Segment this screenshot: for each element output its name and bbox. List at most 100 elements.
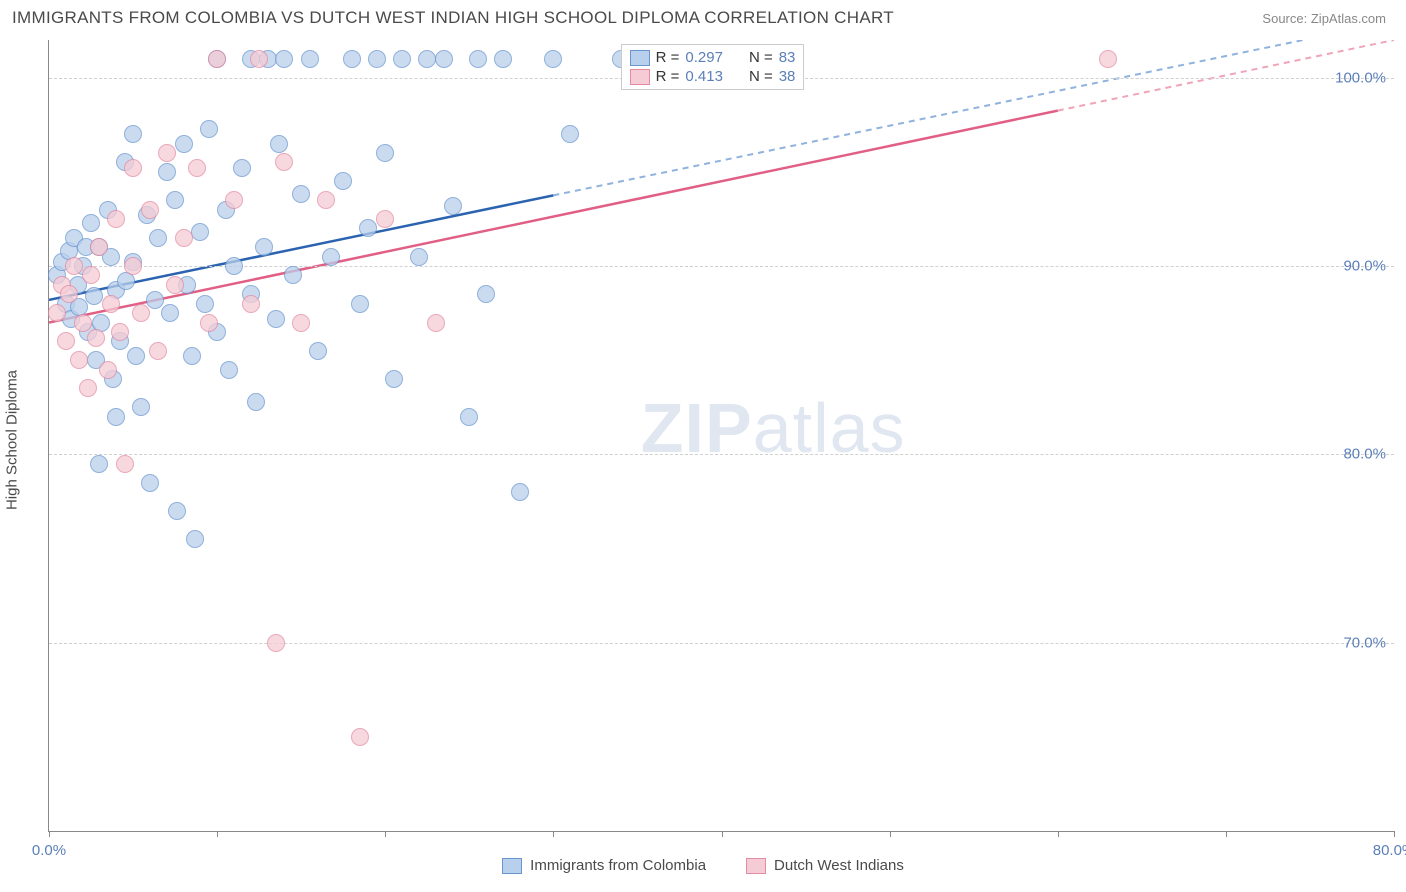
y-tick-label: 80.0% — [1343, 446, 1386, 463]
x-tick — [722, 831, 723, 837]
x-tick — [1394, 831, 1395, 837]
data-point — [309, 342, 327, 360]
data-point — [79, 379, 97, 397]
data-point — [183, 347, 201, 365]
data-point — [494, 50, 512, 68]
data-point — [250, 50, 268, 68]
data-point — [255, 238, 273, 256]
data-point — [99, 361, 117, 379]
data-point — [168, 502, 186, 520]
data-point — [393, 50, 411, 68]
data-point — [141, 474, 159, 492]
data-point — [1099, 50, 1117, 68]
data-point — [511, 483, 529, 501]
data-point — [158, 163, 176, 181]
x-tick — [890, 831, 891, 837]
data-point — [175, 229, 193, 247]
data-point — [124, 125, 142, 143]
data-point — [149, 229, 167, 247]
chart-title: IMMIGRANTS FROM COLOMBIA VS DUTCH WEST I… — [12, 8, 894, 28]
watermark: ZIPatlas — [641, 388, 906, 468]
data-point — [107, 408, 125, 426]
data-point — [132, 398, 150, 416]
data-point — [359, 219, 377, 237]
data-point — [57, 332, 75, 350]
x-tick — [1226, 831, 1227, 837]
data-point — [188, 159, 206, 177]
data-point — [141, 201, 159, 219]
data-point — [124, 257, 142, 275]
data-point — [427, 314, 445, 332]
data-point — [275, 50, 293, 68]
legend-item-colombia: Immigrants from Colombia — [502, 857, 706, 874]
data-point — [90, 455, 108, 473]
data-point — [107, 210, 125, 228]
data-point — [124, 159, 142, 177]
data-point — [65, 257, 83, 275]
series-legend: Immigrants from Colombia Dutch West Indi… — [0, 857, 1406, 874]
y-tick-label: 90.0% — [1343, 258, 1386, 275]
scatter-plot: ZIPatlas 70.0%80.0%90.0%100.0%0.0%80.0%R… — [48, 40, 1394, 832]
legend-item-dutch: Dutch West Indians — [746, 857, 904, 874]
data-point — [196, 295, 214, 313]
data-point — [351, 295, 369, 313]
data-point — [200, 120, 218, 138]
data-point — [247, 393, 265, 411]
data-point — [220, 361, 238, 379]
data-point — [444, 197, 462, 215]
data-point — [90, 238, 108, 256]
data-point — [225, 191, 243, 209]
correlation-row: R =0.297N =83 — [630, 49, 796, 66]
data-point — [284, 266, 302, 284]
data-point — [166, 191, 184, 209]
data-point — [48, 304, 66, 322]
data-point — [87, 329, 105, 347]
correlation-legend: R =0.297N =83R =0.413N =38 — [621, 44, 805, 90]
data-point — [410, 248, 428, 266]
y-tick-label: 100.0% — [1335, 69, 1386, 86]
data-point — [270, 135, 288, 153]
data-point — [317, 191, 335, 209]
data-point — [208, 50, 226, 68]
x-tick — [217, 831, 218, 837]
swatch-icon — [502, 858, 522, 874]
data-point — [368, 50, 386, 68]
data-point — [111, 323, 129, 341]
y-axis-label: High School Diploma — [4, 370, 21, 510]
data-point — [161, 304, 179, 322]
data-point — [275, 153, 293, 171]
data-point — [166, 276, 184, 294]
data-point — [200, 314, 218, 332]
data-point — [175, 135, 193, 153]
data-point — [385, 370, 403, 388]
gridline — [49, 266, 1394, 267]
data-point — [82, 266, 100, 284]
data-point — [225, 257, 243, 275]
data-point — [74, 314, 92, 332]
data-point — [60, 285, 78, 303]
data-point — [158, 144, 176, 162]
data-point — [544, 50, 562, 68]
data-point — [561, 125, 579, 143]
data-point — [116, 455, 134, 473]
data-point — [102, 295, 120, 313]
swatch-icon — [630, 50, 650, 66]
data-point — [146, 291, 164, 309]
data-point — [85, 287, 103, 305]
swatch-icon — [630, 69, 650, 85]
data-point — [477, 285, 495, 303]
data-point — [233, 159, 251, 177]
data-point — [418, 50, 436, 68]
data-point — [149, 342, 167, 360]
data-point — [351, 728, 369, 746]
x-tick — [1058, 831, 1059, 837]
y-tick-label: 70.0% — [1343, 634, 1386, 651]
data-point — [292, 185, 310, 203]
data-point — [70, 351, 88, 369]
data-point — [267, 634, 285, 652]
data-point — [132, 304, 150, 322]
swatch-icon — [746, 858, 766, 874]
data-point — [127, 347, 145, 365]
x-tick — [385, 831, 386, 837]
gridline — [49, 643, 1394, 644]
